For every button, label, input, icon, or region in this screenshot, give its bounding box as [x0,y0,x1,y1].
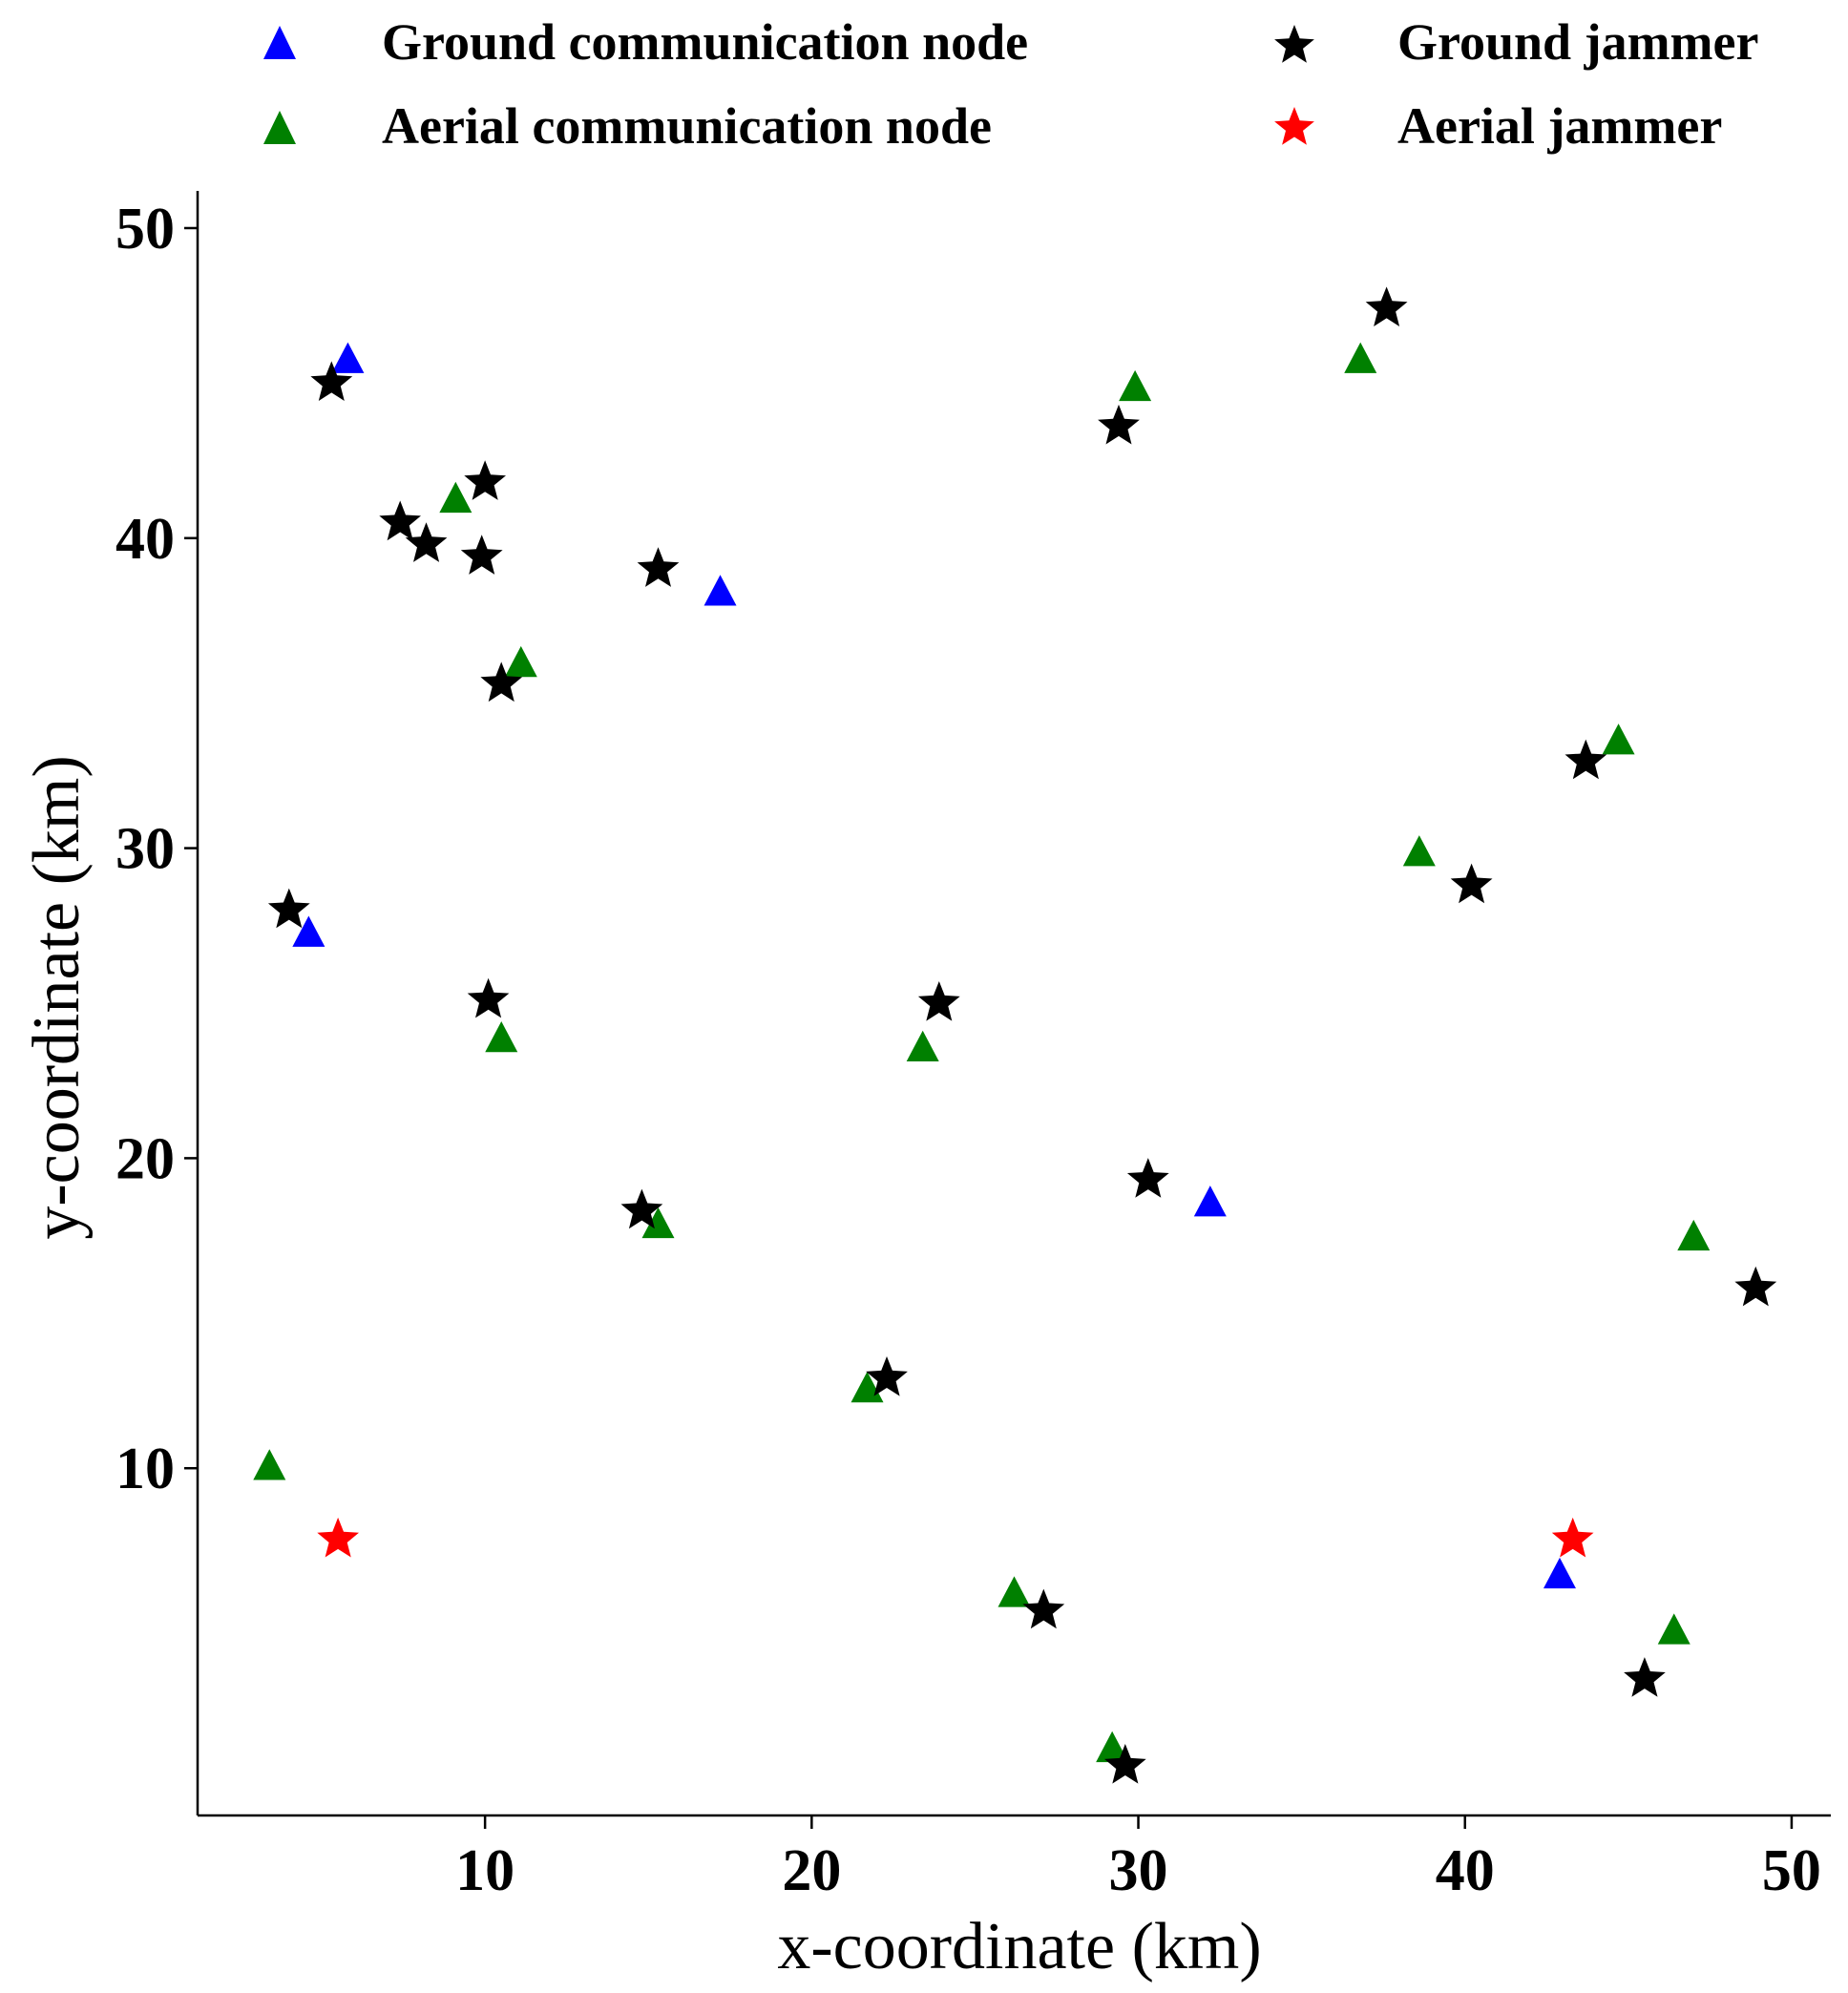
data-point-aerial-communication-node [253,1449,286,1480]
legend-marker-aerial-communication-node [263,111,296,144]
legend-marker-ground-communication-node [263,26,296,59]
x-tick-label: 40 [1436,1838,1495,1903]
legend-item-aerial-communication-node: Aerial communication node [263,97,992,155]
data-point-aerial-communication-node [641,1206,675,1239]
data-point-aerial-communication-node [998,1576,1031,1607]
data-point-aerial-jammer [317,1517,359,1558]
data-point-aerial-communication-node [1602,724,1635,755]
y-ticks: 10 20 30 40 50 [116,197,198,1501]
data-point-aerial-communication-node [504,645,537,678]
legend-label-aerial-jammer: Aerial jammer [1397,97,1722,155]
legend-item-ground-communication-node: Ground communication node [263,13,1028,71]
data-point-ground-communication-node [1543,1557,1576,1589]
y-tick-label: 50 [116,197,175,262]
legend-label-aerial-communication-node: Aerial communication node [382,97,992,155]
data-point-ground-jammer [464,460,506,500]
data-point-aerial-communication-node [485,1020,518,1053]
data-point-aerial-communication-node [1402,835,1436,867]
legend-marker-aerial-jammer [1274,107,1314,145]
x-ticks: 10 20 30 40 50 [455,1815,1821,1903]
data-point-ground-jammer [310,361,353,401]
data-point-ground-jammer [1450,863,1493,904]
legend-item-ground-jammer: Ground jammer [1274,13,1758,71]
data-point-ground-jammer [379,500,421,541]
data-point-ground-jammer [1564,739,1607,780]
data-point-ground-jammer [405,522,448,562]
data-point-ground-communication-node [331,342,365,373]
y-axis-label: y-coordinate (km) [20,755,94,1239]
x-tick-label: 50 [1762,1838,1821,1903]
data-point-ground-communication-node [292,915,326,947]
data-point-ground-jammer [620,1188,663,1229]
data-point-ground-jammer [1126,1158,1169,1198]
x-tick-label: 10 [455,1838,514,1903]
x-tick-label: 30 [1109,1838,1168,1903]
data-point-aerial-communication-node [1344,342,1377,373]
data-point-ground-jammer [467,977,510,1018]
y-tick-label: 10 [116,1437,175,1501]
series-ground-communication-node [292,342,1576,1589]
data-point-ground-jammer [1734,1266,1777,1307]
data-point-aerial-communication-node [1096,1731,1129,1763]
data-point-aerial-communication-node [1677,1219,1711,1251]
series-aerial-jammer [317,1517,1594,1558]
data-point-ground-jammer [1098,404,1140,445]
data-point-aerial-communication-node [1119,369,1152,402]
data-point-ground-jammer [866,1356,908,1396]
data-point-ground-jammer [1365,286,1408,326]
data-point-aerial-communication-node [1657,1613,1690,1645]
data-point-ground-jammer [1104,1744,1146,1784]
legend-label-ground-communication-node: Ground communication node [382,13,1028,71]
data-point-ground-communication-node [704,575,737,606]
data-point-ground-communication-node [1193,1185,1227,1217]
y-tick-label: 30 [116,817,175,882]
legend-label-ground-jammer: Ground jammer [1397,13,1758,71]
x-axis-label: x-coordinate (km) [777,1910,1261,1983]
legend-item-aerial-jammer: Aerial jammer [1274,97,1722,155]
data-point-ground-jammer [1624,1657,1666,1697]
legend-marker-ground-jammer [1274,25,1314,63]
data-point-ground-jammer [637,547,680,587]
data-point-ground-jammer [1022,1588,1065,1629]
legend: Ground communication node Aerial communi… [263,13,1758,155]
data-point-ground-jammer [917,981,960,1021]
data-point-ground-jammer [480,661,523,703]
data-points [253,286,1777,1784]
data-point-aerial-communication-node [439,481,472,514]
series-ground-jammer [267,286,1777,1784]
data-point-ground-jammer [267,888,310,929]
x-tick-label: 20 [782,1838,841,1903]
data-point-aerial-jammer [1551,1517,1594,1558]
y-tick-label: 20 [116,1126,175,1191]
data-point-aerial-communication-node [906,1030,939,1061]
y-tick-label: 40 [116,507,175,572]
data-point-ground-jammer [460,535,503,575]
